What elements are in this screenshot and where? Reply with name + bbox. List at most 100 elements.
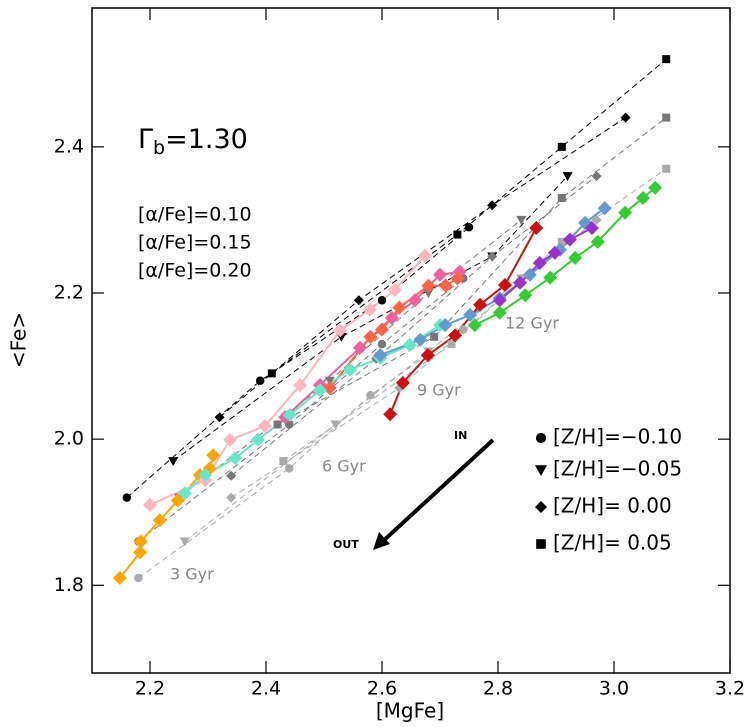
marker bbox=[384, 310, 399, 325]
marker bbox=[458, 325, 468, 334]
marker bbox=[282, 408, 297, 423]
marker bbox=[228, 451, 243, 466]
marker bbox=[463, 307, 478, 322]
marker bbox=[413, 332, 428, 347]
y-axis-label: <Fe> bbox=[7, 312, 31, 368]
marker bbox=[383, 407, 398, 422]
marker bbox=[438, 278, 453, 293]
marker bbox=[179, 537, 190, 547]
marker bbox=[591, 214, 602, 225]
x-tick-label: 3.2 bbox=[715, 678, 745, 700]
y-tick-label: 2.0 bbox=[54, 428, 84, 450]
marker bbox=[373, 348, 388, 363]
marker bbox=[402, 337, 417, 352]
marker bbox=[143, 497, 157, 512]
marker bbox=[214, 412, 225, 423]
marker bbox=[279, 457, 288, 466]
marker bbox=[492, 293, 507, 308]
marker bbox=[198, 467, 213, 482]
alpha-label: [α/Fe]=0.20 bbox=[138, 260, 252, 282]
marker bbox=[223, 432, 238, 447]
legend-label: [Z/H]=−0.10 bbox=[553, 425, 682, 449]
marker bbox=[343, 362, 358, 377]
y-tick-label: 2.4 bbox=[54, 135, 84, 157]
marker bbox=[134, 573, 143, 583]
alpha-label: [α/Fe]=0.10 bbox=[138, 204, 252, 226]
arrow-head bbox=[373, 532, 390, 550]
gamma-label: Γb=1.30 bbox=[138, 124, 248, 159]
legend: [Z/H]=−0.10 [Z/H]=−0.05 [Z/H]= 0.00 [Z/H]= … bbox=[535, 425, 682, 555]
marker bbox=[618, 205, 633, 220]
legend-label: [Z/H]= 0.05 bbox=[553, 531, 672, 555]
model-line bbox=[230, 219, 597, 499]
marker bbox=[547, 245, 562, 260]
marker bbox=[453, 230, 462, 239]
marker bbox=[387, 283, 402, 298]
marker bbox=[487, 200, 498, 211]
marker bbox=[543, 270, 558, 285]
age-label: 6 Gyr bbox=[322, 457, 366, 476]
marker bbox=[467, 318, 482, 333]
marker bbox=[395, 375, 410, 390]
y-tick-label: 1.8 bbox=[54, 574, 84, 596]
x-tick-label: 2.2 bbox=[135, 678, 165, 700]
age-label: 9 Gyr bbox=[417, 381, 461, 400]
track-line bbox=[184, 324, 441, 494]
marker bbox=[662, 55, 671, 64]
marker bbox=[255, 376, 265, 385]
marker bbox=[568, 250, 583, 265]
marker bbox=[557, 142, 566, 151]
marker bbox=[516, 215, 527, 225]
gamma-value: =1.30 bbox=[165, 124, 248, 155]
marker bbox=[267, 369, 276, 378]
marker bbox=[662, 113, 671, 122]
marker bbox=[362, 302, 377, 317]
x-tick-label: 2.4 bbox=[251, 678, 281, 700]
model-line bbox=[271, 58, 667, 374]
alpha-label: [α/Fe]=0.15 bbox=[138, 232, 252, 254]
legend-label: [Z/H]=−0.05 bbox=[553, 457, 682, 481]
marker bbox=[333, 323, 348, 338]
marker bbox=[257, 419, 272, 433]
marker bbox=[226, 492, 237, 503]
marker bbox=[133, 534, 148, 549]
marker bbox=[529, 220, 544, 235]
marker bbox=[433, 267, 447, 282]
marker bbox=[366, 391, 375, 400]
marker bbox=[562, 232, 577, 247]
legend-label: [Z/H]= 0.00 bbox=[553, 494, 672, 518]
marker bbox=[293, 378, 308, 393]
marker bbox=[590, 234, 605, 249]
marker bbox=[330, 420, 341, 430]
plot-frame bbox=[91, 7, 731, 674]
marker bbox=[557, 194, 566, 202]
marker bbox=[112, 571, 127, 585]
marker bbox=[636, 191, 650, 205]
marker bbox=[206, 448, 221, 463]
marker bbox=[447, 340, 456, 349]
marker bbox=[532, 256, 547, 271]
marker bbox=[168, 457, 179, 467]
track-line bbox=[379, 207, 606, 357]
model-line bbox=[184, 277, 522, 542]
marker bbox=[557, 237, 566, 246]
marker bbox=[377, 296, 387, 305]
marker bbox=[535, 465, 547, 476]
marker bbox=[408, 293, 423, 308]
arrow-label-in: IN bbox=[454, 429, 467, 442]
marker bbox=[152, 513, 167, 528]
marker bbox=[377, 339, 387, 349]
marker bbox=[535, 501, 547, 513]
gamma-subscript: b bbox=[153, 137, 165, 159]
x-tick-label: 2.6 bbox=[367, 678, 397, 700]
marker bbox=[312, 383, 327, 398]
track-line bbox=[499, 227, 593, 302]
marker bbox=[562, 172, 573, 182]
age-label: 12 Gyr bbox=[505, 314, 559, 333]
model-line bbox=[230, 175, 597, 477]
marker bbox=[421, 278, 436, 293]
model-line bbox=[138, 329, 464, 579]
marker bbox=[513, 275, 528, 290]
marker bbox=[170, 493, 185, 508]
